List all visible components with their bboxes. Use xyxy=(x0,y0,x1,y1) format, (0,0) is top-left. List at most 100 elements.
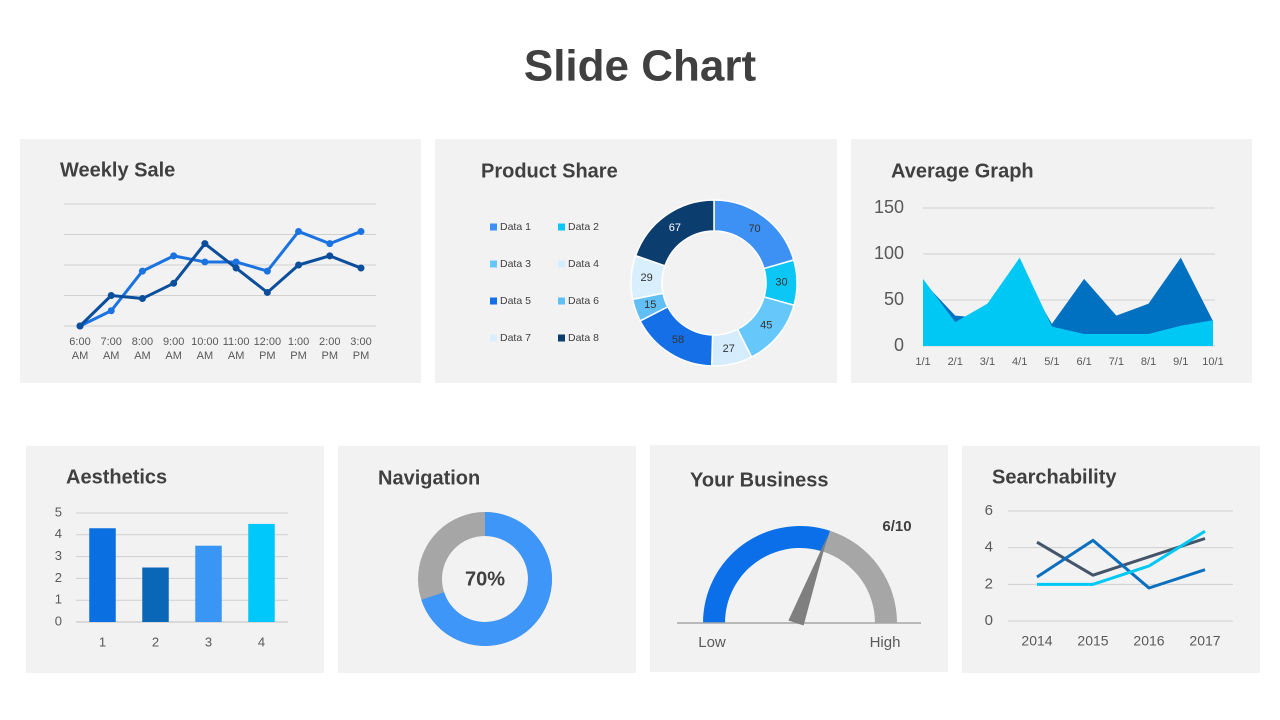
legend-swatch xyxy=(558,260,565,268)
legend-swatch xyxy=(490,260,497,268)
point xyxy=(201,240,209,248)
x-tick-label: 3/1 xyxy=(980,356,995,368)
legend-label: Data 3 xyxy=(500,258,531,270)
x-tick-label: 2/1 xyxy=(948,356,963,368)
y-tick-label: 6 xyxy=(985,502,993,519)
x-tick-label: 1:00 PM xyxy=(287,336,310,362)
x-tick-label: 7/1 xyxy=(1109,356,1124,368)
y-tick-label: 0 xyxy=(55,613,62,628)
value-label: 6/10 xyxy=(882,518,911,535)
legend-swatch xyxy=(490,297,497,305)
x-tick-label: 2 xyxy=(152,634,159,649)
series-line xyxy=(78,242,362,328)
point xyxy=(107,307,115,315)
point xyxy=(107,292,115,299)
x-tick-label: 9:00 AM xyxy=(162,336,185,362)
x-tick-label: 3:00 PM xyxy=(350,336,372,362)
data-label: 30 xyxy=(775,277,787,289)
x-tick-label: 8/1 xyxy=(1141,356,1156,368)
x-tick-label: 4 xyxy=(258,634,265,649)
chart-title: Searchability xyxy=(992,466,1117,488)
x-tick-label: 7:00 AM xyxy=(100,336,122,362)
legend-swatch xyxy=(490,223,497,231)
data-label: 29 xyxy=(641,272,653,284)
min-label: Low xyxy=(698,634,726,651)
y-tick-label: 4 xyxy=(55,526,62,541)
x-tick-label: 1/1 xyxy=(915,356,930,368)
point xyxy=(326,240,334,248)
legend-swatch xyxy=(558,223,565,231)
max-label: High xyxy=(870,634,901,651)
chart-title: Aesthetics xyxy=(66,466,167,488)
gauge-needle xyxy=(788,535,828,626)
series-line xyxy=(1037,529,1206,586)
bar xyxy=(89,528,116,622)
point xyxy=(138,267,146,275)
panel xyxy=(962,446,1260,673)
point xyxy=(295,261,303,269)
x-tick-label: 3 xyxy=(205,634,212,649)
point xyxy=(201,258,209,266)
point xyxy=(138,295,146,303)
x-tick-label: 8:00 AM xyxy=(131,336,154,362)
y-tick-label: 1 xyxy=(55,592,62,607)
bar xyxy=(248,523,275,622)
x-tick-label: 6/1 xyxy=(1076,356,1091,368)
x-tick-label: 2015 xyxy=(1077,633,1108,649)
data-label: 15 xyxy=(644,299,656,311)
legend-label: Data 6 xyxy=(568,295,599,307)
page-title: Slide Chart xyxy=(524,42,757,91)
x-tick-label: 5/1 xyxy=(1044,356,1059,368)
x-tick-label: 11:00 AM xyxy=(222,336,250,362)
legend-swatch xyxy=(558,334,565,342)
legend-label: Data 4 xyxy=(568,258,599,270)
gauge-arc xyxy=(703,525,830,623)
y-tick-label: 150 xyxy=(874,197,904,217)
legend-label: Data 7 xyxy=(500,332,531,344)
legend-label: Data 1 xyxy=(500,221,531,233)
x-tick-label: 9/1 xyxy=(1173,356,1188,368)
series-line xyxy=(79,229,362,328)
y-tick-label: 2 xyxy=(985,575,993,592)
x-tick-label: 2:00 PM xyxy=(319,336,341,362)
point xyxy=(295,227,303,235)
x-tick-label: 6:00 AM xyxy=(69,336,91,362)
donut-segment xyxy=(634,199,715,267)
panel xyxy=(650,445,948,672)
point xyxy=(357,264,365,272)
x-tick-label: 10/1 xyxy=(1202,356,1223,368)
progress-arc xyxy=(421,512,552,646)
y-tick-label: 4 xyxy=(985,539,993,556)
point xyxy=(232,264,240,272)
value-label: 70% xyxy=(465,568,505,590)
chart-title: Average Graph xyxy=(891,160,1034,182)
point xyxy=(326,252,334,260)
point xyxy=(170,252,178,260)
legend-label: Data 8 xyxy=(568,332,599,344)
legend-label: Data 2 xyxy=(568,221,599,233)
point xyxy=(357,227,365,235)
data-label: 70 xyxy=(748,223,760,235)
x-tick-label: 10:00 AM xyxy=(191,336,219,362)
data-label: 45 xyxy=(760,320,772,332)
point xyxy=(263,288,271,296)
data-label: 27 xyxy=(723,343,735,355)
point xyxy=(170,279,178,287)
y-tick-label: 50 xyxy=(884,289,904,309)
x-tick-label: 12:00 PM xyxy=(253,336,282,362)
y-tick-label: 5 xyxy=(55,504,62,519)
legend-label: Data 5 xyxy=(500,295,531,307)
legend-swatch xyxy=(490,334,497,342)
bar xyxy=(195,545,222,622)
bar xyxy=(142,567,169,622)
y-tick-label: 2 xyxy=(55,570,62,585)
point xyxy=(263,267,271,275)
point xyxy=(232,258,240,266)
chart-title: Navigation xyxy=(378,467,480,489)
series-line xyxy=(1036,538,1206,590)
x-tick-label: 1 xyxy=(99,634,106,649)
x-tick-label: 4/1 xyxy=(1012,356,1027,368)
x-tick-label: 2016 xyxy=(1133,633,1164,649)
